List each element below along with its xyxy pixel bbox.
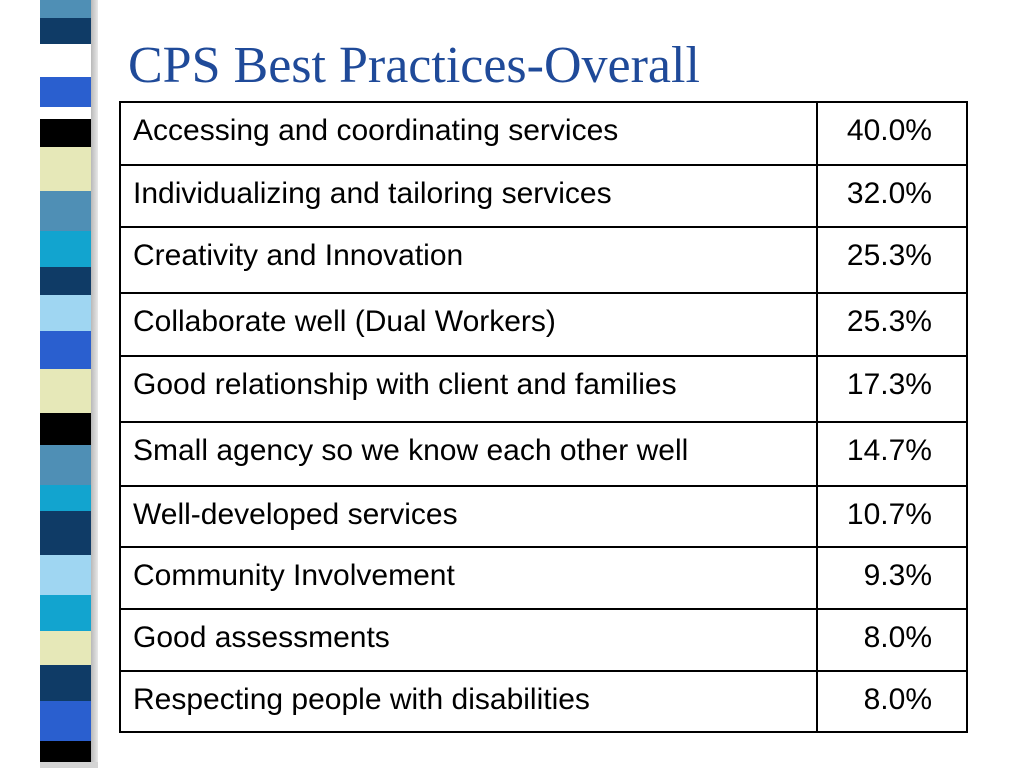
stripe-shadow-bottom — [40, 762, 98, 768]
stripe-segment — [40, 107, 91, 119]
stripe-segment — [40, 231, 91, 267]
practice-label: Community Involvement — [119, 546, 818, 610]
practice-label: Well-developed services — [119, 485, 818, 548]
stripe-segment — [40, 701, 91, 741]
practice-label: Creativity and Innovation — [119, 226, 818, 294]
practice-label: Small agency so we know each other well — [119, 421, 818, 487]
practice-label: Respecting people with disabilities — [119, 670, 818, 733]
stripe-segment — [40, 191, 91, 231]
stripe-segment — [40, 44, 91, 77]
slide-title: CPS Best Practices-Overall — [128, 37, 700, 94]
practice-percent: 10.7% — [816, 485, 968, 548]
stripe-segment — [40, 267, 91, 295]
table-row: Accessing and coordinating services 40.0… — [119, 101, 968, 166]
practice-percent: 25.3% — [816, 226, 968, 294]
stripe-segment — [40, 295, 91, 331]
table-row: Good assessments 8.0% — [119, 608, 968, 672]
stripe-segment — [40, 485, 91, 511]
stripe-segment — [40, 77, 91, 107]
practice-percent: 9.3% — [816, 546, 968, 610]
stripe-segment — [40, 331, 91, 369]
practice-label: Collaborate well (Dual Workers) — [119, 292, 818, 357]
table-row: Well-developed services 10.7% — [119, 485, 968, 548]
practice-percent: 14.7% — [816, 421, 968, 487]
practices-table-container: Accessing and coordinating services 40.0… — [119, 101, 968, 733]
stripe-segment — [40, 555, 91, 595]
stripe-segment — [40, 413, 91, 445]
practice-percent: 40.0% — [816, 101, 968, 166]
practice-percent: 8.0% — [816, 670, 968, 733]
stripe-segment — [40, 665, 91, 701]
stripe-segment — [40, 631, 91, 665]
table-row: Creativity and Innovation 25.3% — [119, 226, 968, 294]
practice-percent: 8.0% — [816, 608, 968, 672]
stripe-segment — [40, 18, 91, 44]
practice-label: Good relationship with client and famili… — [119, 355, 818, 423]
stripe-segment — [40, 119, 91, 147]
table-row: Community Involvement 9.3% — [119, 546, 968, 610]
stripe-segment — [40, 0, 91, 18]
decorative-stripe-band — [40, 0, 91, 768]
table-row: Respecting people with disabilities 8.0% — [119, 670, 968, 733]
practices-table: Accessing and coordinating services 40.0… — [119, 101, 968, 733]
stripe-segment — [40, 445, 91, 485]
practice-label: Individualizing and tailoring services — [119, 164, 818, 228]
practice-label: Good assessments — [119, 608, 818, 672]
stripe-segment — [40, 511, 91, 555]
practice-label: Accessing and coordinating services — [119, 101, 818, 166]
table-row: Individualizing and tailoring services 3… — [119, 164, 968, 228]
stripe-segment — [40, 147, 91, 191]
practice-percent: 32.0% — [816, 164, 968, 228]
table-row: Good relationship with client and famili… — [119, 355, 968, 423]
stripe-segment — [40, 595, 91, 631]
stripe-shadow — [91, 0, 98, 768]
stripe-segment — [40, 369, 91, 413]
table-row: Small agency so we know each other well … — [119, 421, 968, 487]
practice-percent: 25.3% — [816, 292, 968, 357]
practice-percent: 17.3% — [816, 355, 968, 423]
table-row: Collaborate well (Dual Workers) 25.3% — [119, 292, 968, 357]
